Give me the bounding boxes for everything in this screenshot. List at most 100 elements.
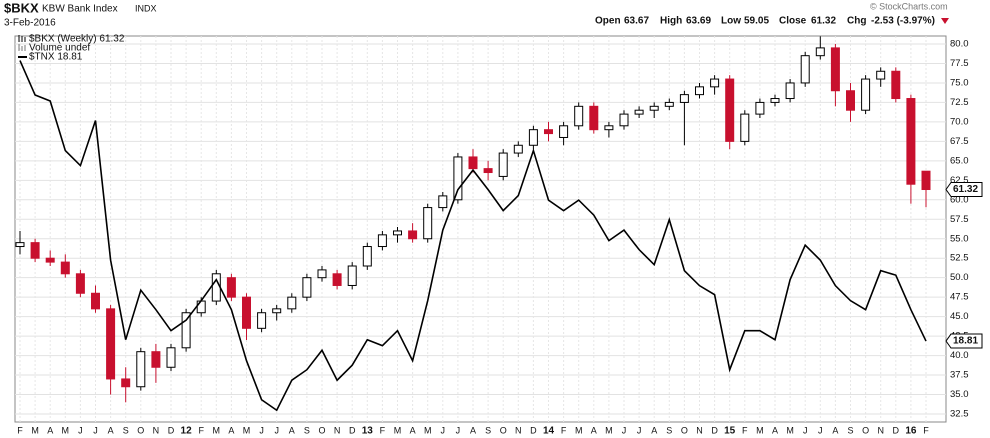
x-tick-label: 15	[724, 426, 736, 437]
y-tick-label: 65.0	[950, 155, 969, 166]
candle-body	[136, 351, 146, 388]
candle-body	[347, 265, 357, 286]
candle-body	[242, 296, 251, 329]
x-tick-label: O	[862, 425, 869, 435]
x-tick-label: M	[424, 425, 432, 435]
candle-body	[287, 296, 297, 310]
candle-body	[891, 70, 901, 100]
x-tick-label: D	[349, 425, 356, 435]
header-ohlc: Open 63.67 High 63.69 Low 59.05 Close 61…	[595, 16, 949, 27]
date: 3-Feb-2016	[4, 18, 56, 29]
y-tick-label: 37.5	[950, 370, 969, 381]
candle-body	[649, 105, 659, 111]
candle-body	[272, 308, 282, 314]
x-tick-label: N	[696, 425, 703, 435]
candle-body	[226, 277, 236, 298]
y-tick-label: 70.0	[950, 116, 969, 127]
y-tick-label: 45.0	[950, 311, 969, 322]
x-tick-label: J	[803, 425, 808, 435]
candle-body	[770, 98, 780, 103]
y-tick-label: 67.5	[950, 136, 969, 147]
x-tick-label: D	[893, 425, 900, 435]
candle-body	[498, 152, 508, 177]
candle-body	[317, 269, 327, 279]
y-tick-label: 40.0	[950, 350, 969, 361]
exchange: INDX	[135, 3, 157, 13]
x-tick-label: F	[742, 425, 748, 435]
x-tick-label: F	[923, 425, 929, 435]
candle-body	[30, 242, 40, 259]
header-label: Low	[721, 16, 741, 27]
x-tick-label: F	[380, 425, 386, 435]
last-value-label: 18.81	[953, 336, 978, 347]
x-tick-label: J	[259, 425, 264, 435]
candle-body	[393, 230, 402, 236]
x-tick-label: O	[681, 425, 688, 435]
candle-body	[876, 70, 886, 80]
header-value: -2.53 (-3.97%)	[871, 16, 935, 27]
candle-body	[921, 170, 931, 191]
x-tick-label: F	[561, 425, 567, 435]
candle-body	[483, 168, 493, 174]
x-tick-label: M	[394, 425, 402, 435]
header-label: High	[660, 16, 682, 27]
y-tick-label: 80.0	[950, 39, 969, 50]
x-tick-label: N	[515, 425, 522, 435]
candle-body	[755, 101, 765, 115]
x-tick-label: M	[575, 425, 583, 435]
header-value: 63.69	[686, 16, 711, 27]
plot-frame	[14, 35, 947, 423]
last-value-label: 61.32	[953, 184, 978, 195]
candle-body	[166, 347, 176, 368]
legend-entry: $TNX 18.81	[29, 52, 83, 63]
candle-body	[544, 129, 553, 135]
last-value-tag	[945, 182, 983, 198]
x-tick-label: A	[470, 425, 476, 435]
y-tick-label: 75.0	[950, 77, 969, 88]
candle-body	[846, 90, 855, 111]
tnx-line	[19, 60, 927, 412]
x-tick-label: S	[847, 425, 853, 435]
y-tick-label: 52.5	[950, 253, 969, 264]
x-tick-label: M	[605, 425, 613, 435]
candle-body	[830, 47, 840, 92]
candle-body	[710, 78, 720, 88]
candle-body	[211, 273, 221, 302]
x-tick-label: M	[62, 425, 70, 435]
candle-body	[513, 144, 523, 154]
x-tick-label: N	[334, 425, 341, 435]
x-tick-label: J	[78, 425, 83, 435]
chart-title: KBW Bank Index	[42, 4, 118, 15]
y-tick-label: 72.5	[950, 97, 969, 108]
header-value: 61.32	[811, 16, 836, 27]
y-tick-label: 60.0	[950, 194, 969, 205]
x-tick-label: 12	[181, 426, 193, 437]
x-tick-label: D	[530, 425, 537, 435]
candle-body	[815, 47, 825, 57]
candle-body	[800, 55, 810, 84]
x-tick-label: J	[93, 425, 98, 435]
x-tick-label: M	[756, 425, 764, 435]
x-tick-label: O	[318, 425, 325, 435]
legend-entry: $BKX (Weekly) 61.32	[29, 34, 125, 45]
x-tick-label: J	[637, 425, 642, 435]
x-tick-label: M	[31, 425, 39, 435]
header-label: Chg	[847, 16, 866, 27]
candle-body	[377, 234, 387, 248]
candle-body	[151, 351, 161, 368]
y-tick-label: 77.5	[950, 58, 969, 69]
candle-body	[257, 312, 267, 329]
candle-body	[181, 312, 191, 349]
x-tick-label: A	[651, 425, 657, 435]
y-tick-label: 62.5	[950, 175, 969, 186]
x-tick-label: S	[304, 425, 310, 435]
candle-body	[91, 292, 100, 310]
x-tick-label: N	[877, 425, 884, 435]
candle-body	[15, 242, 25, 248]
x-tick-label: M	[213, 425, 221, 435]
x-tick-label: S	[666, 425, 672, 435]
header-label: Open	[595, 16, 621, 27]
x-tick-label: D	[168, 425, 175, 435]
candle-body	[604, 125, 614, 131]
x-tick-label: 16	[905, 426, 917, 437]
